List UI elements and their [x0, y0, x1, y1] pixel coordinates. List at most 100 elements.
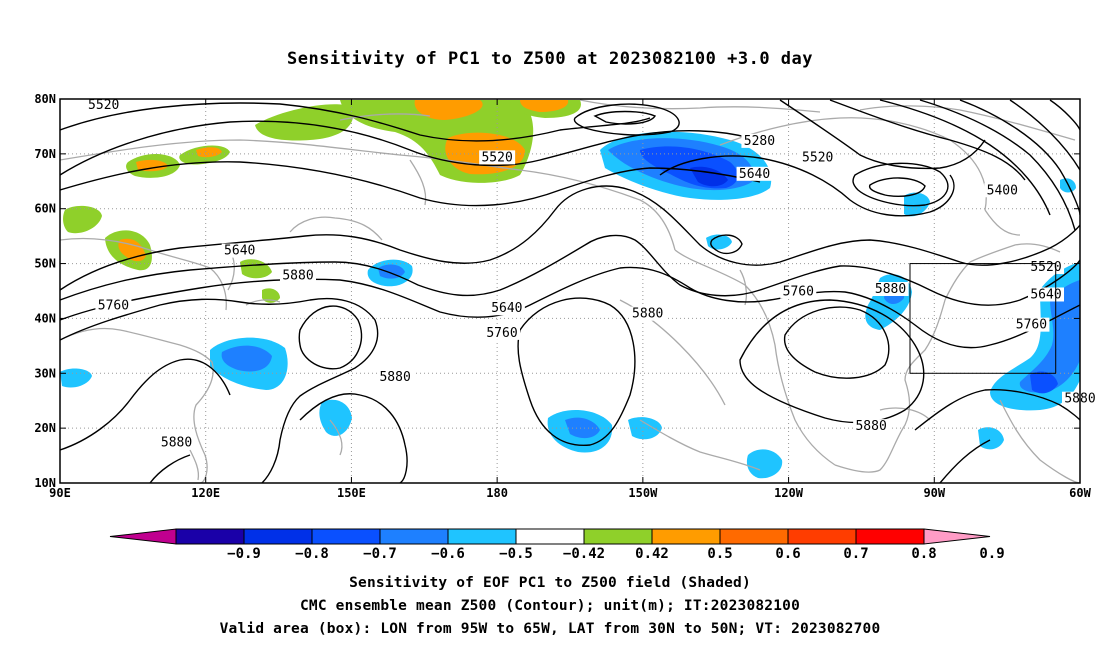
colorbar-swatch	[447, 528, 517, 545]
contour-label-bg	[741, 133, 778, 148]
contour-label-bg	[377, 369, 414, 384]
colorbar-label: 0.6	[775, 546, 800, 562]
lon-tick-label: 150W	[628, 486, 658, 500]
plot-title: Sensitivity of PC1 to Z500 at 2023082100…	[286, 49, 813, 69]
contour-label-bg	[629, 306, 666, 321]
colorbar-swatch	[719, 528, 789, 545]
colorbar-swatch	[583, 528, 653, 545]
contour-label: 5280	[744, 134, 775, 149]
colorbar: −0.9 −0.8 −0.7 −0.6 −0.5 −0.42 0.42 0.5 0.6 0.7 0.…	[109, 528, 1005, 562]
lon-tick-label: 150E	[337, 486, 366, 500]
z500-contours	[60, 99, 1080, 483]
lat-tick-label: 40N	[34, 311, 56, 325]
colorbar-label: −0.7	[363, 546, 397, 562]
colorbar-label: 0.8	[911, 546, 936, 562]
contour-label: 5640	[224, 244, 255, 259]
contour-label: 5880	[282, 268, 313, 283]
contour-label-bg	[984, 183, 1021, 198]
contour-label-bg	[85, 98, 122, 113]
colorbar-swatch	[515, 528, 585, 545]
shade-negative	[904, 192, 930, 217]
shade-positive	[414, 100, 483, 120]
lon-tick-label: 120E	[191, 486, 220, 500]
colorbar-swatch	[787, 528, 857, 545]
colorbar-swatch	[379, 528, 449, 545]
contour-label-bg	[221, 243, 258, 258]
contour-label: 5640	[491, 301, 522, 316]
colorbar-label: 0.42	[635, 546, 669, 562]
contour-label: 5400	[987, 183, 1018, 198]
lat-tick-label: 70N	[34, 147, 56, 161]
shade-negative	[706, 234, 732, 250]
caption-shaded: Sensitivity of EOF PC1 to Z500 field (Sh…	[349, 575, 751, 591]
contour-label-bg	[780, 284, 817, 299]
lat-tick-label: 30N	[34, 366, 56, 380]
contour-label: 5760	[98, 298, 129, 313]
contour-label-bg	[158, 435, 195, 450]
colorbar-label: −0.42	[563, 546, 605, 562]
contour-label-bg	[853, 419, 890, 434]
colorbar-swatch	[175, 528, 245, 545]
colorbar-swatch	[311, 528, 381, 545]
contour-label: 5520	[1030, 260, 1061, 275]
contour-label: 5520	[88, 98, 119, 113]
contour-label: 5760	[1016, 318, 1047, 333]
lat-tick-label: 50N	[34, 257, 56, 271]
contour-label: 5880	[855, 419, 886, 434]
contour-label-bg	[95, 298, 132, 313]
contour-label: 5760	[486, 326, 517, 341]
contour-label-bg	[799, 150, 836, 165]
lat-tick-label: 10N	[34, 476, 56, 490]
shade-positive	[255, 104, 354, 141]
colorbar-label: −0.6	[431, 546, 465, 562]
contour-label-bg	[484, 325, 520, 340]
contour-label: 5520	[802, 150, 833, 165]
shade-negative	[1030, 371, 1058, 394]
contour-label: 5640	[739, 167, 770, 182]
colorbar-label: 0.7	[843, 546, 868, 562]
lat-tick-label: 20N	[34, 421, 56, 435]
contour-label-bg	[1013, 317, 1050, 332]
shade-positive	[520, 100, 569, 112]
lat-tick-label: 80N	[34, 92, 56, 106]
shade-negative	[746, 449, 783, 479]
colorbar-label: −0.9	[227, 546, 261, 562]
contour-label: 5760	[783, 285, 814, 300]
shade-positive	[196, 147, 222, 158]
colorbar-low-triangle	[109, 528, 177, 545]
shade-negative	[978, 427, 1004, 450]
contour-label-bg	[1028, 287, 1064, 302]
valid-area-box	[909, 263, 1057, 374]
caption-valid-area: Valid area (box): LON from 95W to 65W, L…	[219, 621, 881, 637]
contour-label: 5640	[1030, 287, 1061, 302]
contour-label: 5880	[379, 370, 410, 385]
colorbar-label: 0.5	[707, 546, 732, 562]
caption-contour: CMC ensemble mean Z500 (Contour); unit(m…	[299, 598, 801, 614]
shade-negative	[378, 264, 405, 279]
contour-label-bg	[488, 301, 525, 316]
axis-labels: 90E 120E 150E 180 150W 120W 90W 60W 10N 20N 30N 40N…	[34, 92, 1091, 500]
colorbar-swatch	[243, 528, 313, 545]
map-frame	[59, 98, 1081, 484]
axis-ticks	[59, 98, 1081, 484]
colorbar-label: −0.5	[499, 546, 533, 562]
contour-label-bg	[872, 282, 909, 296]
contour-label-bg	[736, 166, 773, 181]
lon-tick-label: 60W	[1069, 486, 1091, 500]
lon-tick-label: 120W	[774, 486, 804, 500]
contour-label: 5520	[481, 150, 512, 165]
lon-tick-label: 180	[486, 486, 508, 500]
colorbar-high-triangle	[923, 528, 991, 545]
shade-negative	[319, 399, 352, 436]
colorbar-label: −0.8	[295, 546, 329, 562]
contour-label-bg	[280, 268, 316, 283]
contour-label: 5880	[161, 436, 192, 451]
shade-negative	[565, 417, 600, 439]
contour-label-bg	[479, 150, 516, 165]
lon-tick-label: 90W	[923, 486, 945, 500]
lon-tick-label: 90E	[49, 486, 71, 500]
contour-label: 5880	[632, 307, 663, 322]
colorbar-swatch	[855, 528, 925, 545]
shade-positive	[136, 159, 168, 172]
